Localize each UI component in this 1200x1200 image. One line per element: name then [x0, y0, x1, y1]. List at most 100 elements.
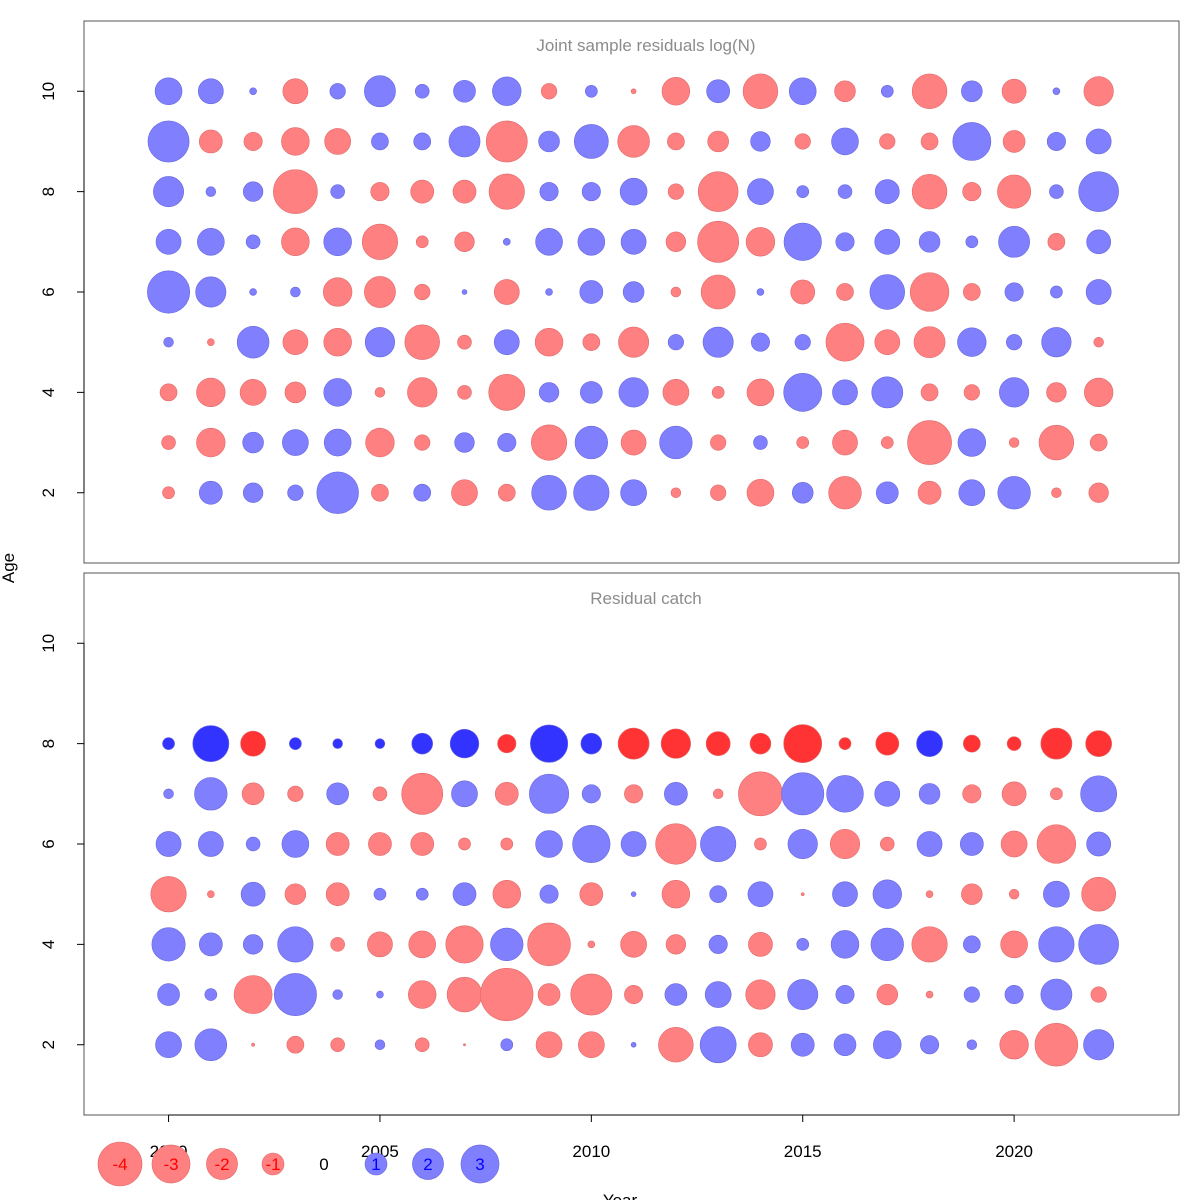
bubble-point: [194, 777, 228, 811]
bubble-point: [404, 324, 440, 360]
bubble-point: [880, 84, 894, 98]
bubble-point: [451, 780, 478, 808]
y-tick-label: 8: [39, 739, 58, 748]
bubble-point: [445, 925, 484, 964]
bubble-point: [323, 378, 352, 407]
bubble-point: [750, 131, 771, 152]
bubble-point: [742, 73, 779, 109]
bubble-point: [364, 276, 396, 308]
bubble-point: [794, 133, 811, 150]
y-axis-bottom: 2 4 6 8 10: [39, 634, 85, 1049]
bubble-point: [284, 883, 307, 905]
bubble-point: [796, 938, 810, 951]
bubble-point: [163, 788, 174, 800]
bubbles-top: [147, 73, 1119, 514]
legend-label: -2: [214, 1155, 229, 1174]
panel-joint-sample-residuals: Joint sample residuals log(N) 2 4 6 8 10: [39, 20, 1180, 564]
bubble-point: [251, 1042, 255, 1047]
bubble-point: [965, 235, 979, 249]
bubble-point: [783, 222, 822, 261]
bubble-point: [277, 926, 314, 963]
bubble-point: [414, 83, 430, 99]
y-tick-label: 6: [39, 287, 58, 296]
bubble-point: [781, 772, 825, 816]
bubble-point: [413, 483, 432, 502]
bubble-point: [243, 131, 263, 151]
bubble-point: [587, 940, 596, 949]
bubble-point: [747, 881, 774, 908]
legend-label: 3: [475, 1155, 484, 1174]
bubble-point: [624, 784, 644, 804]
legend-label: -4: [112, 1155, 127, 1174]
y-tick-label: 8: [39, 187, 58, 196]
legend-label: -1: [265, 1155, 280, 1174]
bubble-point: [916, 831, 943, 857]
bubble-point: [316, 471, 359, 514]
bubble-point: [1049, 184, 1064, 199]
bubble-point: [708, 934, 728, 954]
bubble-point: [500, 837, 514, 851]
bubble-point: [401, 772, 444, 815]
bubble-point: [837, 184, 853, 199]
bubble-point: [907, 420, 952, 465]
bubble-point: [871, 376, 904, 409]
bubble-point: [746, 478, 775, 507]
bubble-point: [329, 83, 346, 100]
bubble-point: [783, 724, 823, 763]
bubble-point: [413, 132, 432, 151]
bubble-point: [748, 1032, 773, 1058]
bubble-point: [538, 382, 560, 403]
x-axis-bottom: 20002005201020152020: [150, 1114, 1033, 1161]
bubble-point: [1085, 128, 1112, 155]
bubble-point: [1078, 171, 1119, 212]
bubble-point: [282, 429, 309, 456]
bubble-point: [531, 475, 567, 511]
bubble-point: [458, 837, 471, 851]
bubble-point: [574, 425, 608, 460]
bubble-point: [829, 828, 861, 860]
bubble-point: [880, 836, 895, 852]
bubble-point: [630, 1041, 637, 1048]
legend-label: -3: [163, 1155, 178, 1174]
bubble-point: [832, 429, 858, 456]
y-tick-label: 2: [39, 488, 58, 497]
bubble-point: [745, 227, 776, 257]
bubble-point: [281, 227, 310, 257]
bubble-point: [748, 932, 773, 957]
bubble-point: [154, 77, 183, 106]
bubble-point: [963, 935, 981, 954]
legend-bubble: [412, 1148, 444, 1180]
bubble-point: [580, 732, 603, 755]
bubble-point: [535, 228, 563, 256]
bubble-point: [869, 274, 905, 310]
bubble-point: [796, 436, 810, 449]
bubble-point: [411, 732, 433, 755]
bubble-point: [754, 837, 767, 851]
bubble-point: [620, 931, 647, 958]
bubble-point: [830, 930, 860, 959]
bubble-point: [585, 84, 598, 98]
bubble-point: [790, 279, 816, 305]
bubble-point: [452, 882, 477, 907]
bubble-point: [630, 891, 637, 897]
bubble-point: [207, 890, 215, 898]
bubble-point: [1040, 727, 1073, 760]
bubble-point: [1085, 730, 1112, 757]
bubble-point: [1084, 377, 1114, 408]
bubble-point: [242, 934, 264, 955]
bubble-point: [485, 120, 528, 163]
bubble-point: [155, 228, 182, 255]
bubble-point: [913, 326, 946, 359]
bubble-point: [530, 724, 569, 763]
bubble-point: [452, 179, 477, 204]
bubble-point: [875, 481, 899, 505]
bubble-point: [330, 1037, 345, 1053]
bubble-point: [1002, 130, 1026, 153]
bubble-point: [581, 182, 601, 202]
bubble-point: [207, 338, 215, 346]
bubble-point: [249, 87, 257, 96]
bubble-point: [323, 428, 352, 457]
bubble-point: [1038, 424, 1075, 461]
bubble-point: [204, 988, 218, 1001]
y-axis-top: 2 4 6 8 10: [39, 82, 85, 497]
